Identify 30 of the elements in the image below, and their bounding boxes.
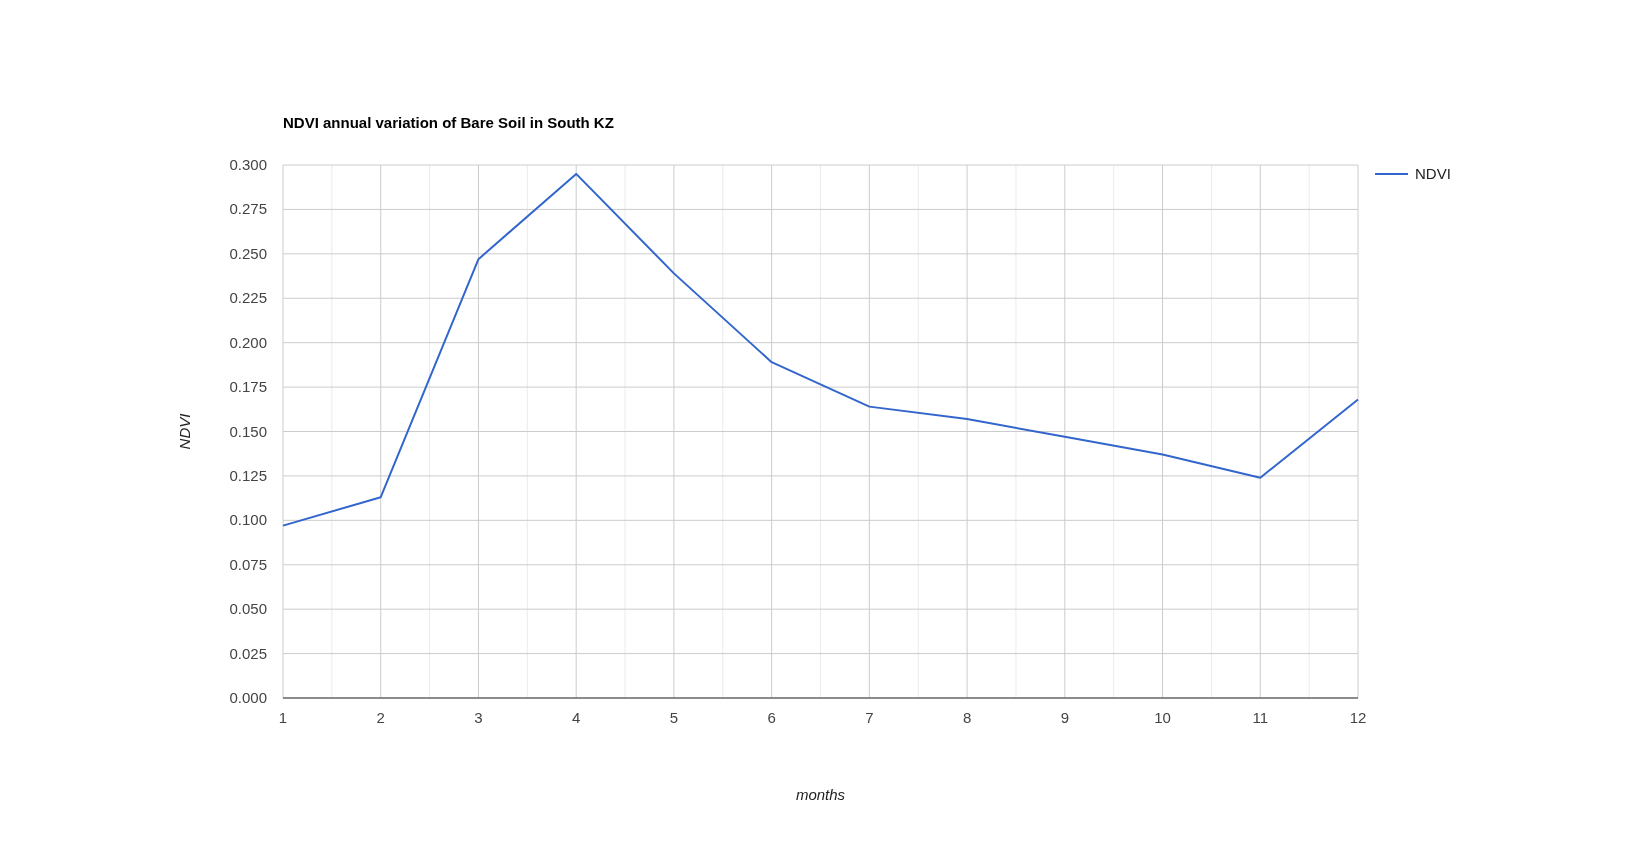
y-tick-label: 0.050 xyxy=(229,600,267,618)
y-tick-label: 0.200 xyxy=(229,333,267,351)
x-tick-label: 8 xyxy=(962,709,972,726)
x-tick-label: 9 xyxy=(1060,709,1069,726)
x-axis-title: months xyxy=(795,786,846,803)
x-tick-label: 5 xyxy=(669,709,679,726)
y-tick-label: 0.000 xyxy=(229,689,267,706)
x-tick-label: 4 xyxy=(572,709,581,726)
chart-title: NDVI annual variation of Bare Soil in South KZ xyxy=(283,114,614,131)
y-tick-label: 0.250 xyxy=(229,244,267,262)
x-tick-label: 10 xyxy=(1154,709,1171,726)
x-tick-label: 11 xyxy=(1252,709,1269,726)
y-tick-label: 0.025 xyxy=(229,644,267,662)
line-series xyxy=(282,172,1359,527)
y-tick-label: 0.175 xyxy=(229,378,267,396)
legend-label: NDVI xyxy=(1415,165,1451,182)
y-tick-label: 0.275 xyxy=(229,200,267,218)
x-tick-label: 6 xyxy=(767,709,776,726)
y-tick-label: 0.300 xyxy=(229,156,267,173)
y-tick-label: 0.225 xyxy=(229,289,267,307)
x-tick-label: 2 xyxy=(376,709,385,726)
x-tick-label: 12 xyxy=(1349,709,1367,726)
y-axis-title: NDVI xyxy=(176,413,193,450)
x-tick-label: 3 xyxy=(474,709,483,726)
y-tick-label: 0.100 xyxy=(229,511,267,529)
x-tick-label: 7 xyxy=(865,709,874,726)
x-tick-label: 1 xyxy=(278,709,288,726)
y-tick-label: 0.075 xyxy=(229,555,267,573)
y-tick-label: 0.125 xyxy=(229,466,267,484)
y-tick-label: 0.150 xyxy=(229,422,267,440)
